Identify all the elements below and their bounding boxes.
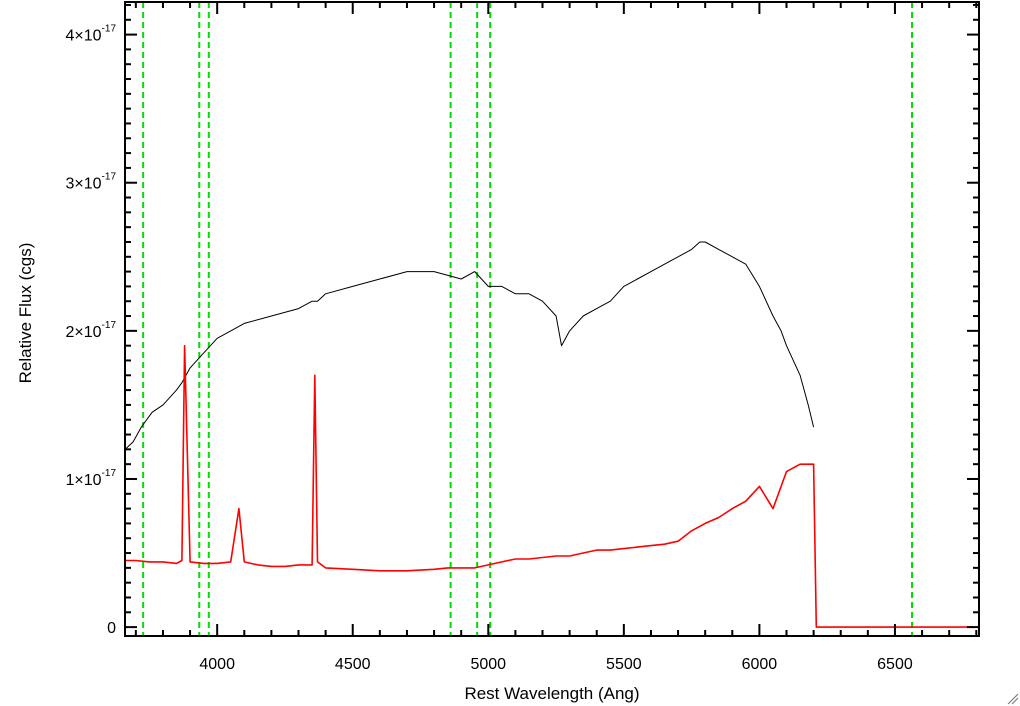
- x-tick-label: 6000: [742, 656, 778, 673]
- x-tick-label: 4500: [335, 656, 371, 673]
- reference-lines: [142, 2, 914, 636]
- y-axis-title: Relative Flux (cgs): [16, 243, 35, 384]
- resize-grip-icon[interactable]: [1007, 693, 1019, 705]
- y-tick-label: 4×10-17: [66, 24, 117, 45]
- series-observed-spectrum: [124, 241, 815, 450]
- plot-frame: [124, 1, 980, 637]
- x-tick-label: 5500: [606, 656, 642, 673]
- y-tick-label: 0: [107, 620, 116, 637]
- x-tick-label: 6500: [877, 656, 913, 673]
- x-tick-label: 5000: [470, 656, 506, 673]
- tick-labels: 4000 4500 5000 5500 6000 6500 0 1×10-17 2×10-17 3…: [66, 24, 913, 673]
- y-tick-label: 1×10-17: [66, 468, 117, 489]
- x-axis-title: Rest Wavelength (Ang): [464, 684, 639, 703]
- y-tick-label: 3×10-17: [66, 172, 117, 193]
- series-layer: [124, 241, 979, 628]
- x-tick-label: 4000: [199, 656, 235, 673]
- y-tick-label: 2×10-17: [66, 320, 117, 341]
- series-model-spectrum: [125, 344, 979, 628]
- axis-ticks: [125, 2, 979, 636]
